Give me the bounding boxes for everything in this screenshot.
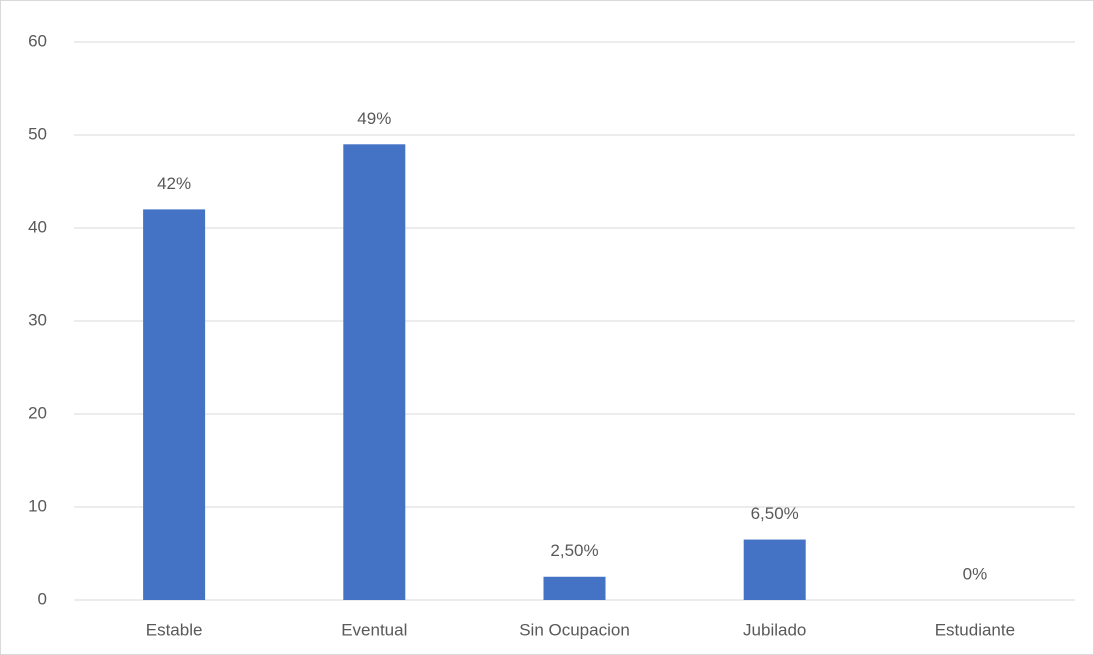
y-tick-label: 50 — [28, 124, 47, 143]
y-tick-label: 40 — [28, 217, 47, 236]
x-tick-label: Sin Ocupacion — [519, 620, 630, 639]
y-tick-label: 30 — [28, 310, 47, 329]
bar — [143, 209, 206, 600]
x-tick-label: Jubilado — [743, 620, 806, 639]
y-tick-label: 60 — [28, 31, 47, 50]
x-tick-label: Eventual — [341, 620, 407, 639]
bar — [543, 576, 606, 600]
data-label: 0% — [963, 564, 988, 583]
x-tick-label: Estudiante — [935, 620, 1015, 639]
bar — [743, 539, 806, 600]
data-label: 6,50% — [751, 504, 799, 523]
y-tick-label: 0 — [38, 589, 47, 608]
bar — [343, 144, 406, 601]
data-label: 42% — [157, 174, 191, 193]
data-label: 49% — [357, 109, 391, 128]
y-tick-label: 10 — [28, 496, 47, 515]
y-tick-label: 20 — [28, 403, 47, 422]
data-label: 2,50% — [550, 541, 598, 560]
x-tick-label: Estable — [146, 620, 203, 639]
